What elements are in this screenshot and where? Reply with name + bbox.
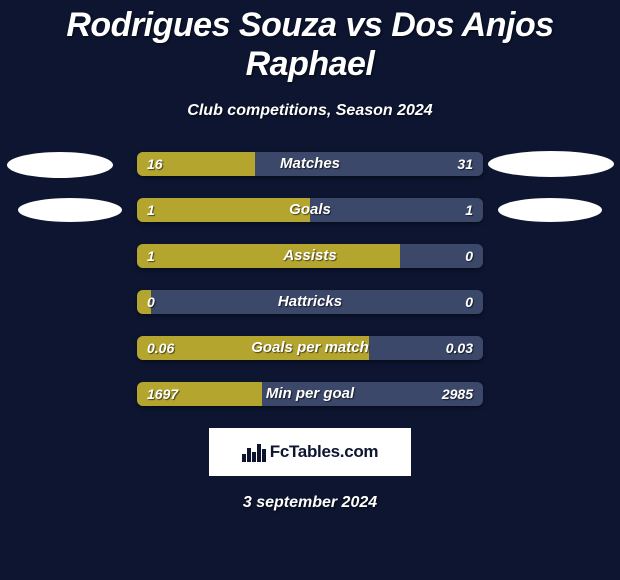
- stat-value-right: 0.03: [446, 336, 473, 360]
- date-label: 3 september 2024: [0, 494, 620, 512]
- stat-label: Matches: [137, 152, 483, 176]
- player-ellipse: [18, 198, 122, 222]
- player-ellipse: [7, 152, 113, 178]
- stat-row: 16Matches31: [137, 152, 483, 176]
- stat-row: 0.06Goals per match0.03: [137, 336, 483, 360]
- stat-value-right: 1: [465, 198, 473, 222]
- stat-value-right: 31: [457, 152, 473, 176]
- brand-badge: FcTables.com: [209, 428, 411, 476]
- comparison-chart: 16Matches311Goals11Assists00Hattricks00.…: [0, 152, 620, 406]
- stat-value-right: 2985: [442, 382, 473, 406]
- stat-label: Min per goal: [137, 382, 483, 406]
- brand-text: FcTables.com: [270, 442, 379, 462]
- stat-label: Assists: [137, 244, 483, 268]
- stat-value-right: 0: [465, 244, 473, 268]
- brand-bars-icon: [242, 442, 266, 462]
- stat-row: 1697Min per goal2985: [137, 382, 483, 406]
- player-ellipse: [488, 151, 614, 177]
- stat-label: Goals per match: [137, 336, 483, 360]
- stat-label: Goals: [137, 198, 483, 222]
- stat-label: Hattricks: [137, 290, 483, 314]
- player-ellipse: [498, 198, 602, 222]
- stat-value-right: 0: [465, 290, 473, 314]
- stat-row: 1Assists0: [137, 244, 483, 268]
- stat-row: 0Hattricks0: [137, 290, 483, 314]
- page-title: Rodrigues Souza vs Dos Anjos Raphael: [0, 0, 620, 84]
- subtitle: Club competitions, Season 2024: [0, 102, 620, 120]
- stat-row: 1Goals1: [137, 198, 483, 222]
